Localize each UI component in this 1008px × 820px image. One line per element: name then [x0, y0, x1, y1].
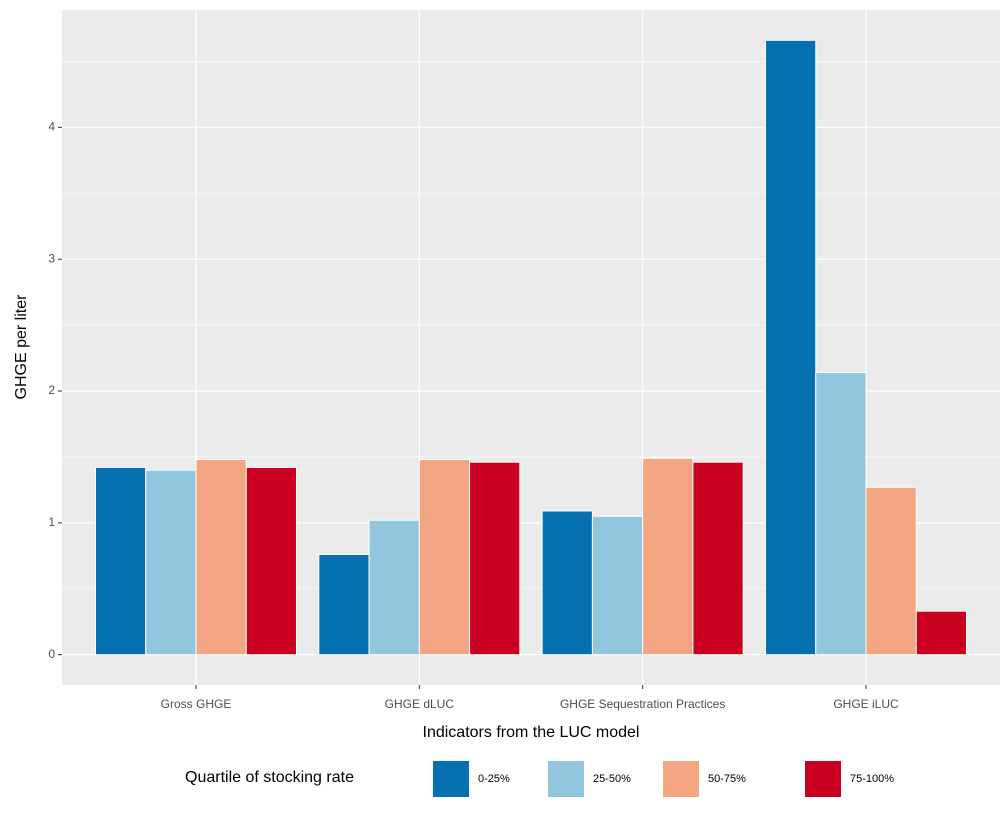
legend-label: 25-50%: [593, 773, 631, 785]
x-tick-label: GHGE iLUC: [833, 697, 899, 711]
bar: [318, 553, 370, 656]
legend-label: 0-25%: [478, 773, 510, 785]
y-tick-label: 0: [48, 647, 55, 661]
x-tick-label: GHGE dLUC: [385, 697, 455, 711]
y-tick-label: 2: [48, 383, 55, 397]
bar: [195, 459, 247, 656]
y-tick-label: 3: [48, 251, 55, 265]
legend-label: 75-100%: [850, 773, 894, 785]
bar: [915, 610, 967, 656]
bar: [815, 372, 867, 656]
legend-title: Quartile of stocking rate: [185, 769, 354, 786]
bar: [692, 461, 744, 656]
bar: [642, 457, 694, 656]
legend-label: 50-75%: [708, 773, 746, 785]
bar: [591, 515, 644, 656]
legend-key: [433, 761, 469, 797]
bar: [95, 466, 147, 656]
legend-key: [805, 761, 841, 797]
x-tick-label: GHGE Sequestration Practices: [560, 697, 725, 711]
y-tick-label: 1: [48, 515, 55, 529]
bar: [418, 459, 471, 656]
bar: [541, 510, 593, 656]
y-axis-title: GHGE per liter: [13, 294, 30, 400]
legend-key: [548, 761, 584, 797]
bar: [469, 461, 521, 656]
bar: [765, 39, 817, 656]
x-axis-title: Indicators from the LUC model: [423, 724, 640, 741]
bar: [865, 486, 917, 656]
bar: [245, 466, 297, 656]
y-tick-label: 4: [48, 120, 55, 134]
bar: [368, 519, 420, 656]
x-tick-label: Gross GHGE: [161, 697, 232, 711]
bar: [145, 469, 197, 656]
legend-key: [663, 761, 699, 797]
